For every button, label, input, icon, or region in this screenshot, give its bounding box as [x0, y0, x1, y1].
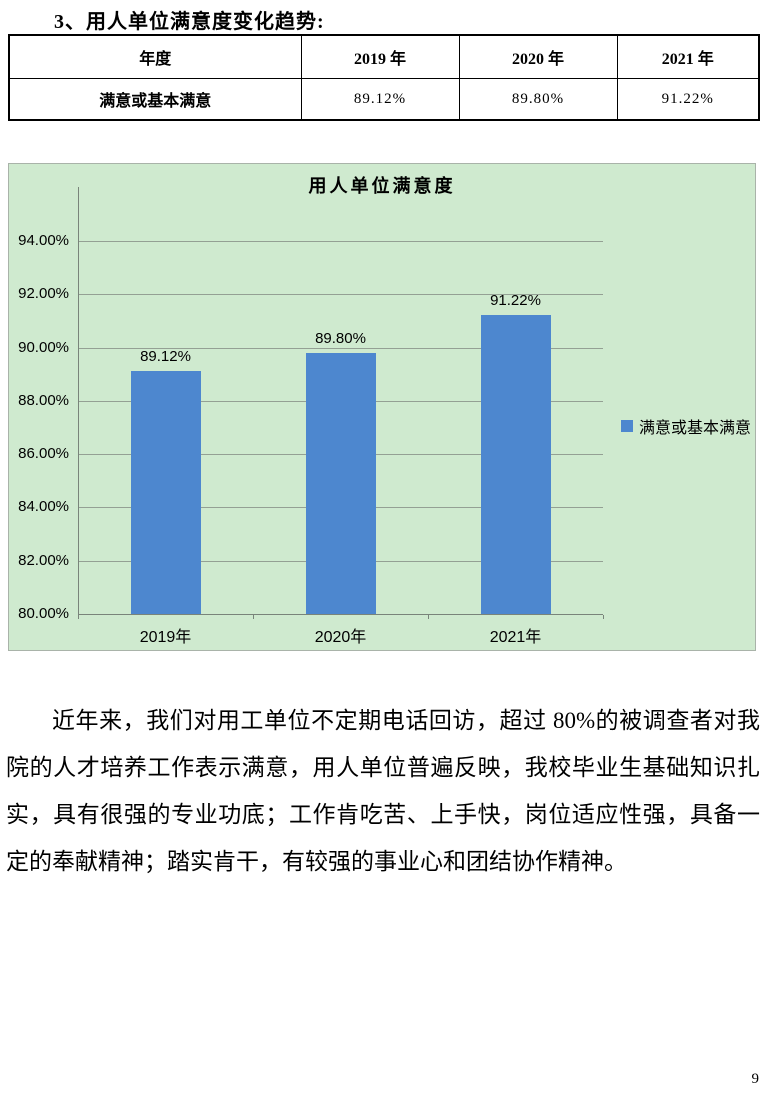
paragraph-line: 定的奉献精神；踏实肯干，有较强的事业心和团结协作精神。 — [6, 849, 627, 874]
table-header-2021: 2021 年 — [616, 34, 760, 79]
chart-legend: 满意或基本满意 — [621, 414, 751, 438]
y-gridline — [78, 347, 603, 349]
chart-title: 用人单位满意度 — [308, 176, 456, 196]
table-header-2019: 2019 年 — [300, 34, 460, 79]
x-axis-boundary-tick — [253, 615, 254, 619]
bar-value-label: 91.22% — [490, 292, 541, 310]
y-tick-label: 92.00% — [18, 285, 69, 303]
x-axis-boundary-tick — [78, 615, 79, 619]
chart-canvas: 80.00% 82.00% 84.00% 86.00% 88.00% 90.00% 92.0… — [9, 164, 755, 650]
bar — [480, 315, 551, 614]
table-header-row: 年度 2019 年 2020 年 2021 年 — [8, 34, 760, 79]
y-tick-label: 82.00% — [18, 551, 69, 569]
bar — [305, 352, 376, 614]
page-number: 9 — [751, 1071, 760, 1087]
x-tick-label: 2020年 — [314, 629, 367, 646]
x-axis-boundary-tick — [428, 615, 429, 619]
paragraph-line: 实，具有很强的专业功底；工作肯吃苦、上手快，岗位适应性强，具备一 — [6, 802, 760, 827]
y-gridline — [78, 294, 603, 296]
y-axis-line — [78, 187, 79, 614]
y-tick-label: 88.00% — [18, 391, 69, 409]
bar-chart: 用人单位满意度 80.00% 82.00% 84.00% 86.00% 88.00% 90… — [8, 163, 756, 651]
y-tick-label: 90.00% — [18, 338, 69, 356]
legend-label: 满意或基本满意 — [639, 420, 752, 437]
table-value-2019: 89.12% — [300, 78, 460, 121]
section-heading: 3、用人单位满意度变化趋势: — [54, 11, 325, 33]
y-tick-label: 94.00% — [18, 232, 69, 249]
x-axis-line — [78, 614, 603, 615]
table-header-2020: 2020 年 — [458, 34, 618, 79]
paragraph-line: 近年来，我们对用工单位不定期电话回访，超过 80%的被调查者对我 — [52, 708, 760, 733]
table-row-label: 满意或基本满意 — [8, 78, 302, 121]
legend-swatch-icon — [621, 420, 633, 432]
table-header-year: 年度 — [8, 34, 302, 79]
bar-value-label: 89.80% — [315, 329, 366, 347]
bar-value-label: 89.12% — [140, 348, 191, 366]
x-tick-label: 2019年 — [139, 629, 192, 646]
body-paragraph: 近年来，我们对用工单位不定期电话回访，超过 80%的被调查者对我 院的人才培养工… — [6, 697, 760, 885]
table-value-2021: 91.22% — [616, 78, 760, 121]
x-axis-boundary-tick — [603, 615, 604, 619]
bar — [130, 371, 201, 614]
table-row: 满意或基本满意 89.12% 89.80% 91.22% — [8, 78, 760, 121]
table-value-2020: 89.80% — [458, 78, 618, 121]
y-gridline — [78, 241, 603, 242]
y-tick-label: 84.00% — [18, 498, 69, 516]
satisfaction-table: 年度 2019 年 2020 年 2021 年 满意或基本满意 89.12% 8… — [8, 34, 760, 121]
paragraph-line: 院的人才培养工作表示满意，用人单位普遍反映，我校毕业生基础知识扎 — [6, 755, 760, 780]
y-tick-label: 86.00% — [18, 445, 69, 463]
y-tick-label: 80.00% — [18, 605, 69, 622]
x-tick-label: 2021年 — [489, 629, 542, 646]
